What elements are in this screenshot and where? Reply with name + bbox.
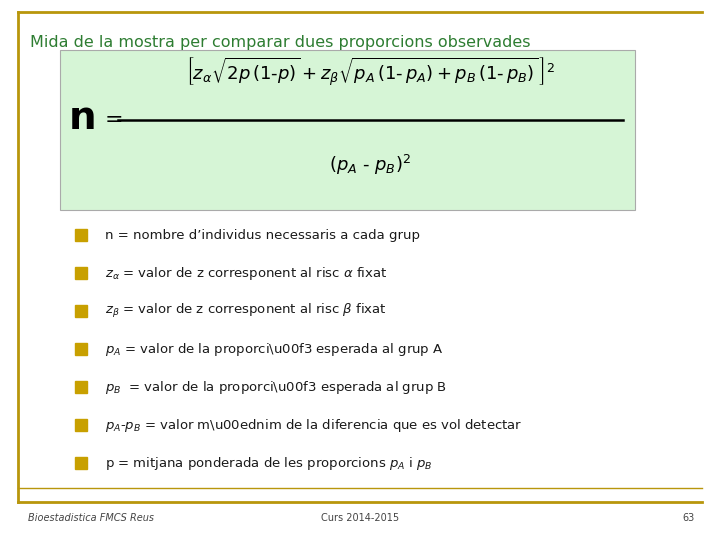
Text: p = mitjana ponderada de les proporcions $p_A$ i $p_B$: p = mitjana ponderada de les proporcions… [105, 455, 433, 471]
Text: $p_A$-$p_B$ = valor m\u00ednim de la diferencia que es vol detectar: $p_A$-$p_B$ = valor m\u00ednim de la dif… [105, 416, 523, 434]
Text: $\left[z_{\alpha}\sqrt{2p\,(1\text{-}p)}+z_{\beta}\sqrt{p_A\,(1\text{-}\,p_A)+p_: $\left[z_{\alpha}\sqrt{2p\,(1\text{-}p)}… [186, 56, 555, 88]
Text: Curs 2014-2015: Curs 2014-2015 [321, 513, 399, 523]
Text: $z_\beta$ = valor de z corresponent al risc $\beta$ fixat: $z_\beta$ = valor de z corresponent al r… [105, 302, 387, 320]
FancyBboxPatch shape [75, 381, 87, 393]
Text: $z_\alpha$ = valor de z corresponent al risc $\alpha$ fixat: $z_\alpha$ = valor de z corresponent al … [105, 265, 387, 281]
Text: $p_A$ = valor de la proporci\u00f3 esperada al grup A: $p_A$ = valor de la proporci\u00f3 esper… [105, 341, 444, 357]
Text: $\mathbf{n}$: $\mathbf{n}$ [68, 99, 94, 137]
Text: $p_B$  = valor de la proporci\u00f3 esperada al grup B: $p_B$ = valor de la proporci\u00f3 esper… [105, 379, 447, 395]
Text: n = nombre d’individus necessaris a cada grup: n = nombre d’individus necessaris a cada… [105, 228, 420, 241]
FancyBboxPatch shape [75, 457, 87, 469]
FancyBboxPatch shape [75, 229, 87, 241]
Text: 63: 63 [683, 513, 695, 523]
Text: Bioestadistica FMCS Reus: Bioestadistica FMCS Reus [28, 513, 154, 523]
FancyBboxPatch shape [75, 419, 87, 431]
FancyBboxPatch shape [75, 305, 87, 317]
FancyBboxPatch shape [75, 343, 87, 355]
Text: $=$: $=$ [100, 108, 122, 128]
Text: Mida de la mostra per comparar dues proporcions observades: Mida de la mostra per comparar dues prop… [30, 35, 531, 50]
FancyBboxPatch shape [75, 267, 87, 279]
Text: $\left(p_A\text{ - }p_B\right)^2$: $\left(p_A\text{ - }p_B\right)^2$ [330, 153, 412, 177]
FancyBboxPatch shape [60, 50, 635, 210]
